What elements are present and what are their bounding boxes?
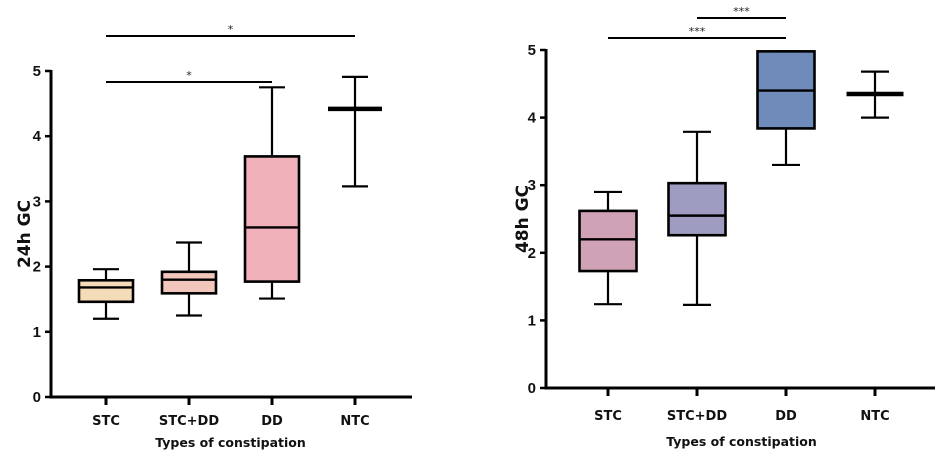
x-tick-label: DD: [775, 409, 797, 424]
box-stc: [578, 190, 638, 306]
significance-bracket: ***: [608, 25, 786, 39]
y-tick-label: 3: [528, 177, 536, 194]
box-ntc: [328, 75, 382, 188]
box-stc-dd: [667, 130, 727, 306]
significance-bracket: *: [106, 23, 355, 37]
box-iqr: [77, 278, 135, 304]
y-tick-label: 0: [33, 389, 41, 406]
y-tick-label: 3: [33, 193, 41, 210]
significance-label: ***: [733, 5, 750, 18]
y-tick-label: 2: [528, 245, 536, 262]
x-tick-label: NTC: [340, 414, 369, 429]
box-iqr: [160, 270, 218, 295]
x-tick-label: STC+DD: [667, 409, 727, 424]
significance-bracket: *: [106, 69, 272, 83]
chart-panel-1: 0 1 2 3 4 5 24h GC Types of constipation STC STC+…: [15, 23, 412, 450]
y-tick-label: 1: [528, 312, 536, 329]
box-iqr: [667, 181, 727, 237]
y-tick-label: 4: [528, 110, 537, 127]
x-axis-title: Types of constipation: [666, 434, 817, 449]
x-tick-label: STC+DD: [159, 414, 219, 429]
box-stc-dd: [160, 241, 218, 317]
x-tick-label: STC: [594, 409, 622, 424]
box-ntc: [846, 70, 904, 119]
significance-label: *: [186, 69, 192, 82]
y-tick-label: 1: [33, 324, 41, 341]
significance-label: *: [228, 23, 234, 36]
chart-panel-2: 0 1 2 3 4 5 48h GC Types of constipation STC STC+…: [513, 5, 935, 449]
box-iqr: [578, 209, 638, 273]
box-iqr: [243, 155, 301, 283]
y-tick-label: 4: [33, 128, 42, 145]
y-tick-label: 0: [528, 380, 536, 397]
x-tick-label: STC: [92, 414, 120, 429]
y-tick-label: 5: [33, 63, 41, 80]
x-tick-label: DD: [261, 414, 283, 429]
x-axis-title: Types of constipation: [155, 435, 306, 450]
y-tick-label: 2: [33, 259, 41, 276]
box-dd: [243, 86, 301, 300]
significance-label: ***: [689, 25, 706, 38]
x-tick-label: NTC: [860, 409, 889, 424]
y-axis-title: 24h GC: [15, 200, 35, 268]
box-dd: [756, 50, 816, 167]
box-stc: [77, 268, 135, 320]
y-tick-label: 5: [528, 42, 536, 59]
y-axis-title: 48h GC: [513, 185, 533, 253]
significance-bracket: ***: [697, 5, 786, 19]
